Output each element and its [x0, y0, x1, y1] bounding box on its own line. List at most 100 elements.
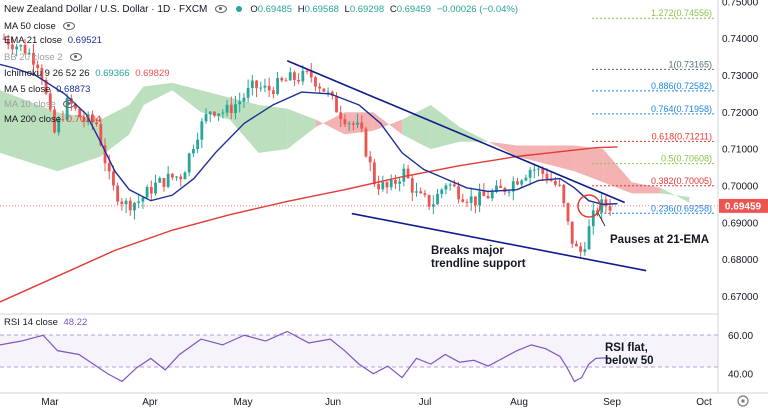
candle-body [288, 72, 292, 81]
rsi-legend[interactable]: RSI 14 close 48.22 [4, 317, 87, 329]
candle-body [6, 38, 10, 45]
cloud-segment [660, 187, 690, 203]
candle-body [318, 86, 322, 89]
candle-body [112, 171, 115, 186]
rsi-axis[interactable]: 60.00 40.00 [728, 331, 753, 381]
ohlc-change: −0.00026 (−0.04%) [436, 4, 519, 15]
candle-body [524, 177, 528, 181]
cloud-segment [229, 97, 259, 153]
indicator-ma200[interactable]: MA 200 close 0.70104 [4, 114, 101, 126]
candle-body [44, 79, 48, 94]
rsi-label: RSI 14 close [4, 317, 58, 328]
candle-body [351, 123, 355, 125]
candle-body [579, 246, 583, 252]
candle-body [499, 185, 503, 188]
fib-level-label: 0.764(0.71958) [651, 104, 712, 114]
candle-body [402, 168, 406, 182]
candle-body [566, 203, 570, 222]
instrument-title[interactable]: New Zealand Dollar / U.S. Dollar · 1D · … [4, 4, 208, 15]
price-axis[interactable]: 0.75000 0.74000 0.73000 0.72000 0.71000 0.700… [722, 0, 759, 303]
candle-body [192, 149, 195, 154]
candle-body [196, 139, 200, 150]
candle-body [507, 191, 511, 193]
cloud-segment [373, 112, 403, 135]
candle-body [40, 67, 44, 80]
candle-body [309, 71, 313, 78]
candle-body [423, 193, 427, 196]
ma200-line [0, 146, 618, 303]
price-tick-label: 0.74000 [722, 34, 759, 45]
candle-body [271, 90, 275, 94]
candle-body [486, 196, 490, 199]
cloud-segment [631, 182, 661, 194]
candle-body [27, 52, 31, 54]
indicator-ma5[interactable]: MA 5 close 0.68873 [4, 84, 90, 96]
candle-body [238, 101, 242, 105]
indicator-ichimoku[interactable]: Ichimoku 9 26 52 26 0.69366 0.69829 [4, 68, 170, 80]
pause-highlight-circle [577, 194, 601, 218]
candle-body [537, 168, 540, 170]
candle-body [575, 243, 578, 247]
candle-body [339, 112, 343, 120]
candle-body [74, 103, 77, 109]
candle-body [478, 191, 482, 206]
ohlc-low: L0.69298 [344, 4, 385, 15]
candle-body [495, 185, 498, 192]
candle-body [583, 249, 587, 252]
fib-level-label: 1.272(0.74556) [651, 8, 712, 18]
indicator-ma50[interactable]: MA 50 close [4, 21, 76, 33]
candle-body [267, 85, 271, 91]
cloud-segment [258, 104, 288, 153]
indicator-lines [0, 63, 718, 303]
indicator-ma10[interactable]: MA 10 close [4, 99, 76, 111]
cloud-segment [172, 82, 202, 113]
cloud-segment [402, 104, 431, 150]
hide-indicator-icon[interactable] [63, 22, 76, 31]
candle-body [297, 79, 301, 82]
hide-indicator-icon[interactable] [63, 100, 76, 109]
candle-body [553, 180, 557, 185]
candle-body [368, 156, 372, 163]
candle-body [120, 201, 124, 205]
hide-indicator-icon[interactable] [70, 53, 83, 62]
annotation-arrow [597, 212, 606, 227]
candle-body [545, 173, 549, 180]
visibility-eye-icon[interactable] [215, 5, 228, 14]
indicator-label: MA 200 close [4, 114, 62, 125]
cloud-segment [459, 127, 489, 142]
candle-body [326, 91, 330, 93]
candle-body [133, 202, 136, 211]
candle-body [103, 145, 107, 164]
ohlc-high: H0.69568 [297, 4, 339, 15]
candle-body [347, 123, 351, 125]
price-tick-label: 0.68000 [722, 255, 759, 266]
candle-body [158, 177, 162, 183]
candle-body [394, 180, 397, 184]
indicator-value: 0.68873 [56, 84, 91, 95]
candle-body [187, 153, 191, 173]
candle-body [116, 185, 120, 202]
candle-body [124, 200, 128, 205]
price-tick-label: 0.71000 [722, 145, 759, 156]
indicator-bb20[interactable]: BB 20 close 2 [4, 52, 83, 64]
indicator-ema21[interactable]: EMA 21 close 0.69521 [4, 35, 102, 47]
time-axis[interactable]: Mar Apr May Jun Jul Aug Sep Oct [41, 397, 712, 408]
candle-body [23, 45, 27, 54]
candle-body [587, 226, 591, 250]
market-status-dot [235, 6, 242, 13]
candle-body [452, 184, 456, 187]
candle-body [398, 181, 402, 184]
price-tick-label: 0.70000 [722, 181, 759, 192]
candle-body [137, 201, 141, 203]
settings-gear-icon[interactable] [737, 395, 749, 407]
candle-body [444, 185, 448, 190]
indicator-value: 0.70104 [66, 114, 102, 125]
candle-body [276, 77, 279, 94]
candle-body [431, 204, 435, 207]
breaks-trendline-annotation: Breaks major trendline support [431, 245, 526, 270]
rsi-series-line [0, 330, 611, 383]
time-tick-label: Sep [603, 397, 621, 408]
ohlc-open: O0.69485 [250, 4, 293, 15]
candle-body [381, 182, 385, 190]
